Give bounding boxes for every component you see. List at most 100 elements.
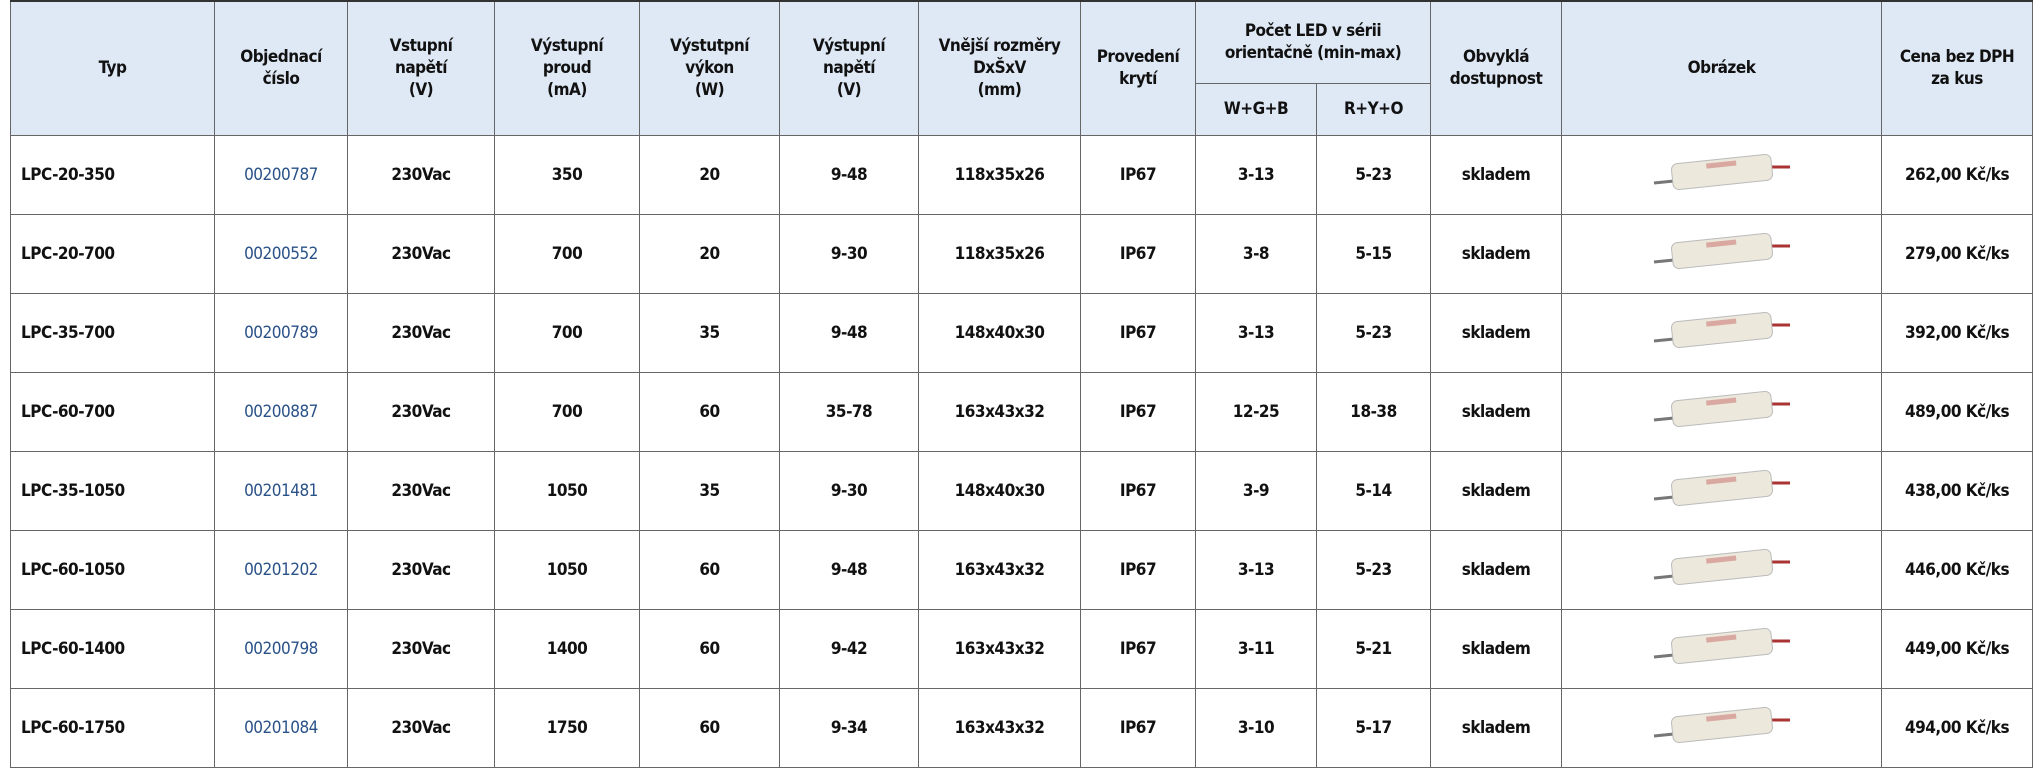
order-number[interactable]: 00200787	[214, 134, 348, 215]
order-number[interactable]: 00200552	[214, 213, 348, 294]
cell: 1400	[494, 608, 640, 689]
order-number[interactable]: 00200798	[214, 608, 348, 689]
header-text: Objednací	[240, 47, 322, 68]
header-text: (mm)	[977, 80, 1022, 101]
header-text: dostupnost	[1449, 69, 1543, 90]
cell: 163x43x32	[918, 687, 1081, 768]
header-cell: Objednací číslo	[214, 0, 348, 136]
product-image	[1653, 232, 1790, 270]
order-number[interactable]: 00201084	[214, 687, 348, 768]
header-text: Obvyklá	[1462, 47, 1530, 68]
cell: 3-13	[1195, 529, 1317, 610]
product-type: LPC-60-1400	[10, 608, 215, 689]
cell: 60	[639, 687, 780, 768]
image-cell	[1561, 450, 1883, 531]
header-text: DxŠxV	[973, 58, 1026, 79]
cell: skladem	[1430, 450, 1563, 531]
table-row: LPC-60-1050 00201202 230Vac 1050 60 9-48 163x4…	[10, 529, 2033, 610]
cell: 3-11	[1195, 608, 1317, 689]
table-row: LPC-35-700 00200789 230Vac 700 35 9-48 148x40x…	[10, 292, 2033, 373]
order-number[interactable]: 00200887	[214, 371, 348, 452]
cell: 148x40x30	[918, 450, 1081, 531]
cell: 5-17	[1315, 687, 1432, 768]
header-text: napětí	[394, 58, 448, 79]
product-image	[1653, 390, 1790, 428]
cell: 163x43x32	[918, 608, 1081, 689]
cell: 230Vac	[347, 529, 495, 610]
header-row: Typ Objednací číslo Vstupní napětí (V) Výstupn…	[10, 0, 2033, 136]
image-cell	[1561, 687, 1883, 768]
cell: 60	[639, 371, 780, 452]
header-text: (V)	[408, 80, 434, 101]
product-type: LPC-60-700	[10, 371, 215, 452]
order-number[interactable]: 00200789	[214, 292, 348, 373]
product-image	[1653, 311, 1790, 349]
header-cell: Obvyklá dostupnost	[1430, 0, 1563, 136]
cell: 3-13	[1195, 292, 1317, 373]
header-cell: Výstupní napětí (V)	[779, 0, 919, 136]
cell: 230Vac	[347, 371, 495, 452]
cell: 392,00 Kč/ks	[1881, 292, 2033, 373]
cell: 20	[639, 213, 780, 294]
header-text: Vnější rozměry	[938, 36, 1061, 57]
cell: 262,00 Kč/ks	[1881, 134, 2033, 215]
cell: 148x40x30	[918, 292, 1081, 373]
cell: skladem	[1430, 213, 1563, 294]
cell: 700	[494, 292, 640, 373]
product-table: Typ Objednací číslo Vstupní napětí (V) Výstupn…	[10, 0, 2033, 768]
cell: IP67	[1080, 292, 1196, 373]
cell: skladem	[1430, 687, 1563, 768]
header-text: (mA)	[547, 80, 587, 101]
cell: 700	[494, 213, 640, 294]
cell: 9-48	[779, 292, 919, 373]
cell: 20	[639, 134, 780, 215]
cell: IP67	[1080, 134, 1196, 215]
header-cell: Výstupní proud (mA)	[494, 0, 640, 136]
header-text: Výstupní	[812, 36, 886, 57]
cell: skladem	[1430, 134, 1563, 215]
cell: 35	[639, 292, 780, 373]
cell: 60	[639, 608, 780, 689]
header-cell: Obrázek	[1561, 0, 1883, 136]
product-type: LPC-35-700	[10, 292, 215, 373]
cell: IP67	[1080, 529, 1196, 610]
subheader-cell: W+G+B	[1195, 82, 1317, 136]
cell: 230Vac	[347, 450, 495, 531]
order-number[interactable]: 00201202	[214, 529, 348, 610]
cell: 1050	[494, 450, 640, 531]
cell: skladem	[1430, 529, 1563, 610]
header-text: proud	[542, 58, 592, 79]
header-text: Počet LED v sérii	[1244, 21, 1382, 42]
cell: IP67	[1080, 213, 1196, 294]
cell: 350	[494, 134, 640, 215]
header-text: Cena bez DPH	[1899, 47, 2015, 68]
cell: 9-42	[779, 608, 919, 689]
cell: 9-48	[779, 134, 919, 215]
cell: IP67	[1080, 450, 1196, 531]
table-row: LPC-60-700 00200887 230Vac 700 60 35-78 163x43…	[10, 371, 2033, 452]
cell: 9-34	[779, 687, 919, 768]
order-number[interactable]: 00201481	[214, 450, 348, 531]
cell: skladem	[1430, 608, 1563, 689]
cell: 18-38	[1315, 371, 1432, 452]
product-type: LPC-35-1050	[10, 450, 215, 531]
cell: 9-48	[779, 529, 919, 610]
cell: IP67	[1080, 687, 1196, 768]
cell: 438,00 Kč/ks	[1881, 450, 2033, 531]
cell: 9-30	[779, 450, 919, 531]
product-type: LPC-60-1050	[10, 529, 215, 610]
product-type: LPC-20-700	[10, 213, 215, 294]
header-cell: Typ	[10, 0, 215, 136]
header-cell: Cena bez DPH za kus	[1881, 0, 2033, 136]
cell: 3-13	[1195, 134, 1317, 215]
header-text: Obrázek	[1687, 58, 1756, 79]
header-text: Provedení	[1096, 47, 1180, 68]
cell: 118x35x26	[918, 134, 1081, 215]
header-text: výkon	[685, 58, 734, 79]
table-row: LPC-60-1750 00201084 230Vac 1750 60 9-34 163x4…	[10, 687, 2033, 768]
cell: 700	[494, 371, 640, 452]
product-image	[1653, 627, 1790, 665]
cell: 3-9	[1195, 450, 1317, 531]
cell: 5-23	[1315, 529, 1432, 610]
